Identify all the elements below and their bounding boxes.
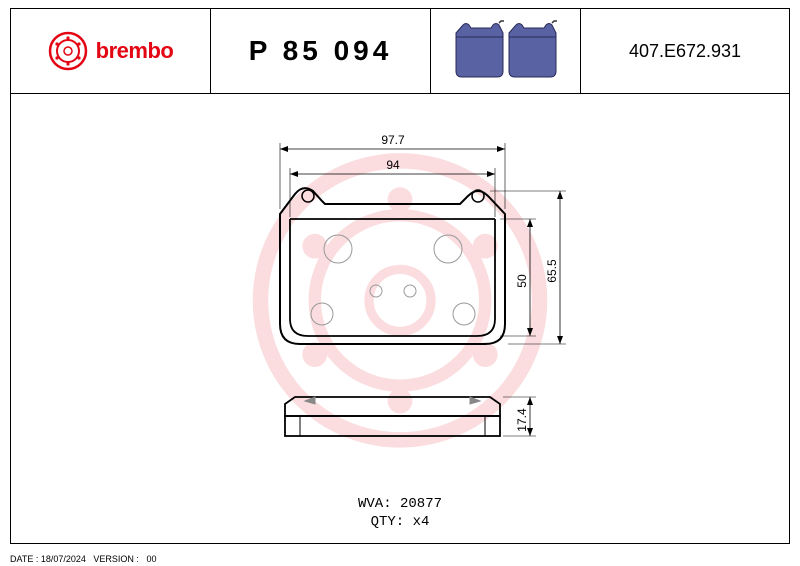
drawing-area: 97.7 94 50 [11, 94, 789, 543]
part-number-cell: P 85 094 [211, 9, 431, 93]
dim-17.4: 17.4 [515, 407, 529, 431]
date-value: 18/07/2024 [41, 554, 86, 564]
dim-65.5: 65.5 [545, 258, 559, 282]
dim-width-inner: 94 [290, 158, 495, 217]
pad-front-view [280, 188, 505, 344]
dim-94: 94 [386, 158, 400, 172]
dim-height-outer: 65.5 [490, 191, 566, 344]
footer-info: WVA: 20877 QTY: x4 [358, 495, 442, 531]
wva-label: WVA: [358, 496, 392, 512]
logo-cell: brembo [11, 9, 211, 93]
meta-line: DATE : 18/07/2024 VERSION : 00 [10, 554, 156, 564]
dim-97.7: 97.7 [381, 133, 405, 147]
dim-thickness: 17.4 [503, 397, 536, 436]
dim-50: 50 [515, 274, 529, 288]
brake-pad-pair-icon [451, 19, 561, 84]
code-cell: 407.E672.931 [581, 9, 789, 93]
qty-value: x4 [413, 514, 430, 530]
pad-side-view [285, 397, 500, 436]
product-icon-cell [431, 9, 581, 93]
brembo-disc-icon [48, 31, 88, 71]
drawing-frame: brembo P 85 094 407.E672.931 [10, 8, 790, 544]
header-row: brembo P 85 094 407.E672.931 [11, 9, 789, 94]
part-number: P 85 094 [249, 35, 393, 67]
version-label: VERSION : [93, 554, 139, 564]
qty-label: QTY: [371, 514, 405, 530]
version-value: 00 [146, 554, 156, 564]
date-label: DATE : [10, 554, 38, 564]
technical-diagram: 97.7 94 50 [150, 119, 650, 519]
brand-name: brembo [96, 38, 174, 64]
wva-value: 20877 [400, 496, 442, 512]
drawing-code: 407.E672.931 [629, 41, 741, 62]
